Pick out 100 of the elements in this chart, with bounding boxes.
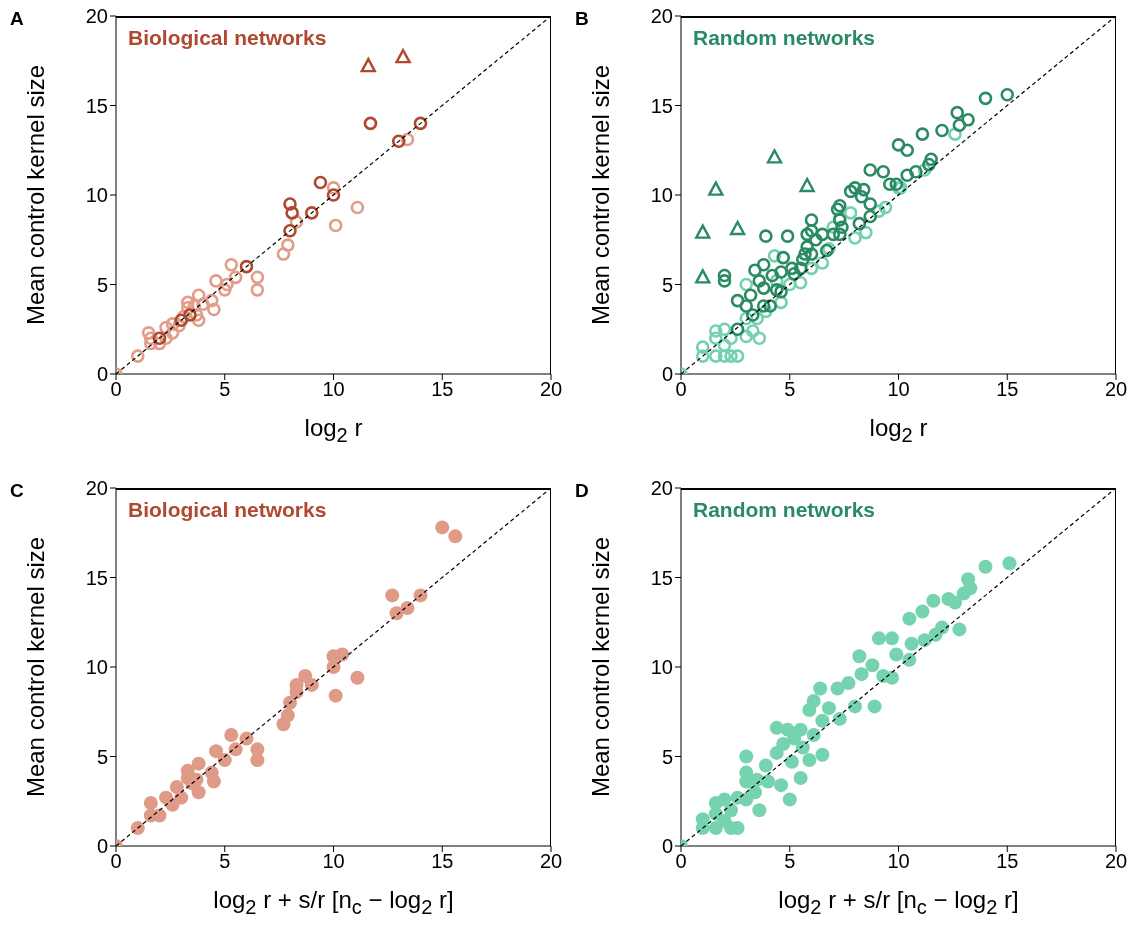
point <box>283 224 297 238</box>
point <box>709 324 723 338</box>
point <box>739 277 754 292</box>
point <box>729 220 746 236</box>
point <box>799 177 815 193</box>
point <box>283 695 297 710</box>
point <box>413 116 428 131</box>
point <box>217 753 232 768</box>
point <box>328 218 343 233</box>
point <box>250 753 265 768</box>
point <box>752 331 767 345</box>
point <box>220 277 234 292</box>
x-tick-label: 0 <box>675 378 687 401</box>
x-tick-label: 5 <box>219 378 231 401</box>
x-tick-label: 0 <box>110 850 122 873</box>
point <box>360 57 376 73</box>
point <box>207 302 221 317</box>
point <box>204 293 219 308</box>
x-tick-label: 15 <box>431 850 454 873</box>
y-tick-label: 20 <box>85 5 108 28</box>
point <box>285 206 299 220</box>
point <box>695 224 711 239</box>
y-tick-label: 10 <box>85 656 108 679</box>
point <box>180 295 195 310</box>
point <box>283 197 297 211</box>
x-tick-label: 10 <box>887 850 910 873</box>
y-tick-label: 0 <box>96 363 108 386</box>
y-tick-label: 15 <box>650 94 673 117</box>
x-tick-label: 0 <box>675 850 687 873</box>
point <box>228 742 243 757</box>
x-tick-label: 15 <box>996 850 1019 873</box>
point <box>363 116 378 131</box>
y-tick-label: 10 <box>650 184 673 207</box>
y-axis-title: Mean control kernel size <box>22 64 50 326</box>
x-tick-label: 20 <box>539 850 563 873</box>
point <box>335 647 350 662</box>
point <box>350 200 365 215</box>
point <box>206 774 221 789</box>
y-tick-label: 5 <box>661 745 673 768</box>
point <box>328 688 343 703</box>
point <box>848 231 862 245</box>
point <box>435 520 450 535</box>
y-tick-label: 5 <box>661 273 673 296</box>
y-axis-title: Mean control kernel size <box>587 536 615 798</box>
point <box>745 324 760 338</box>
text: D <box>575 480 589 502</box>
point <box>709 331 723 345</box>
y-tick-label: 0 <box>96 835 108 858</box>
point <box>304 206 319 220</box>
point <box>224 258 239 272</box>
y-axis-title: Mean control kernel size <box>587 64 615 326</box>
x-axis-title: log$_{2}$ r <box>303 414 364 447</box>
point <box>878 200 893 215</box>
x-tick-label: 15 <box>996 378 1019 401</box>
point <box>730 349 745 363</box>
point <box>385 588 400 603</box>
point <box>400 600 415 615</box>
point <box>717 349 732 363</box>
y-tick-label: 20 <box>650 477 673 500</box>
point <box>183 308 197 322</box>
point <box>724 349 738 363</box>
point <box>709 349 723 363</box>
point <box>224 728 239 743</box>
point <box>209 274 223 288</box>
point <box>174 313 189 328</box>
text: Random networks <box>693 26 876 50</box>
point <box>717 338 732 353</box>
x-axis-title: log$_{2}$ r + s/r [n$_{c}$ − log$_{2}$ r] <box>212 886 455 919</box>
x-tick-label: 5 <box>784 850 796 873</box>
point <box>695 340 710 354</box>
point <box>395 48 411 64</box>
point <box>448 529 463 544</box>
x-tick-label: 20 <box>539 378 563 401</box>
x-axis-title: log$_{2}$ r <box>868 414 929 447</box>
x-tick-label: 20 <box>1104 850 1128 873</box>
point <box>191 756 206 771</box>
text: Biological networks <box>128 498 327 522</box>
point <box>152 331 167 345</box>
point <box>391 134 406 149</box>
y-tick-label: 20 <box>650 5 673 28</box>
x-tick-label: 0 <box>110 378 122 401</box>
y-tick-label: 10 <box>85 184 108 207</box>
y-tick-label: 0 <box>661 363 673 386</box>
point <box>276 247 291 261</box>
point <box>695 349 710 363</box>
point <box>250 270 265 285</box>
point <box>196 297 210 311</box>
y-tick-label: 10 <box>650 656 673 679</box>
x-tick-label: 10 <box>887 378 910 401</box>
point <box>326 188 341 202</box>
point <box>239 259 254 274</box>
x-tick-label: 5 <box>219 850 231 873</box>
point <box>281 238 295 252</box>
point <box>143 796 158 811</box>
y-tick-label: 20 <box>85 477 108 500</box>
text: Biological networks <box>128 26 327 50</box>
point <box>695 269 711 284</box>
point <box>304 677 319 692</box>
y-tick-label: 5 <box>96 745 108 768</box>
point <box>141 326 156 340</box>
